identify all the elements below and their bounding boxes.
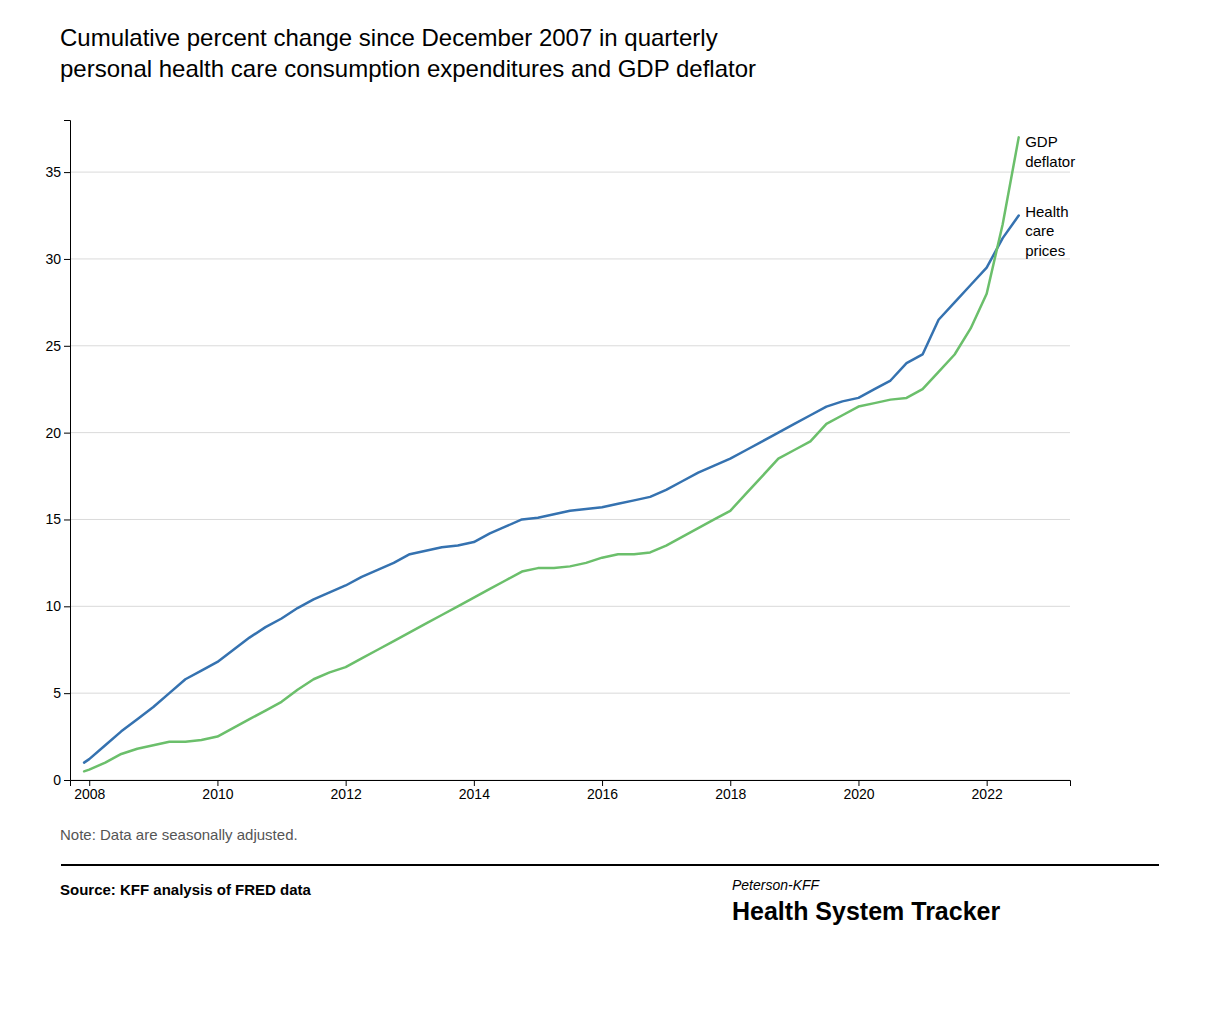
grid-line	[70, 693, 1070, 694]
title-line: personal health care consumption expendi…	[60, 55, 756, 82]
note: Note: Data are seasonally adjusted.	[60, 826, 298, 843]
grid-line	[70, 432, 1070, 433]
annotation-line: Health	[1025, 203, 1068, 220]
y-tick: 0	[53, 772, 70, 788]
plot-area: 2008 2010 2012 2014 2016 2018 2020 2022 0 5 10 15 20…	[45, 121, 1075, 802]
grid-line	[70, 345, 1070, 346]
chart: Cumulative percent change since December…	[0, 0, 1220, 1019]
y-tick: 35	[45, 164, 70, 180]
annotation: Health care prices	[1025, 203, 1068, 259]
y-axis: 0 5 10 15 20 25 30 35	[45, 121, 70, 788]
title-line: Cumulative percent change since December…	[60, 24, 718, 51]
brand-line: Health System Tracker	[732, 897, 1000, 925]
grid	[70, 172, 1070, 780]
brand-line: Peterson-KFF	[732, 877, 821, 893]
x-tick-label: 2020	[843, 786, 874, 802]
y-tick-label: 35	[45, 164, 61, 180]
x-axis: 2008 2010 2012 2014 2016 2018 2020 2022	[71, 780, 1071, 802]
x-tick-label: 2008	[74, 786, 105, 802]
x-tick: 2016	[587, 780, 618, 802]
y-tick-mark	[64, 693, 70, 694]
y-tick-label: 20	[45, 425, 61, 441]
y-tick-mark	[64, 346, 70, 347]
x-tick-label: 2014	[459, 786, 490, 802]
y-tick-label: 10	[45, 598, 61, 614]
x-tick: 2008	[74, 780, 105, 802]
x-tick-label: 2010	[202, 786, 233, 802]
annotation: GDP deflator	[1025, 133, 1075, 170]
y-tick: 25	[45, 338, 70, 354]
y-tick-label: 30	[45, 251, 61, 267]
x-tick: 2014	[459, 780, 490, 802]
x-tick: 2020	[843, 780, 874, 802]
annotation-line: prices	[1025, 242, 1065, 259]
y-tick-mark	[64, 259, 70, 260]
annotation-line: GDP	[1025, 133, 1058, 150]
x-tick-label: 2022	[972, 786, 1003, 802]
grid-line	[70, 606, 1070, 607]
y-axis-line	[64, 121, 71, 781]
source: Source: KFF analysis of FRED data	[60, 881, 312, 898]
x-tick-label: 2018	[715, 786, 746, 802]
y-tick-label: 0	[53, 772, 61, 788]
x-tick-label: 2012	[331, 786, 362, 802]
grid-line	[70, 172, 1070, 173]
x-tick: 2012	[331, 780, 362, 802]
y-tick-label: 15	[45, 511, 61, 527]
y-tick-label: 25	[45, 338, 61, 354]
x-tick: 2018	[715, 780, 746, 802]
y-tick-mark	[64, 172, 70, 173]
y-tick-mark	[64, 433, 70, 434]
lines	[84, 137, 1019, 771]
annotation-line: deflator	[1025, 153, 1075, 170]
title: Cumulative percent change since December…	[60, 24, 756, 82]
y-tick: 30	[45, 251, 70, 267]
x-tick: 2010	[202, 780, 233, 802]
separator	[61, 864, 1159, 866]
grid-line	[70, 258, 1070, 259]
y-tick-label: 5	[53, 685, 61, 701]
annotation-line: care	[1025, 222, 1054, 239]
annotations: GDP deflator Health care prices	[1025, 133, 1075, 258]
y-tick: 5	[53, 685, 70, 701]
x-tick: 2022	[972, 780, 1003, 802]
y-tick: 20	[45, 425, 70, 441]
series-line	[84, 137, 1019, 771]
y-tick-mark	[64, 519, 70, 520]
y-tick: 15	[45, 511, 70, 527]
y-tick-mark	[64, 606, 70, 607]
y-tick: 10	[45, 598, 70, 614]
grid-line	[70, 519, 1070, 520]
y-tick-mark	[64, 780, 70, 781]
series-line	[84, 216, 1019, 763]
x-tick-label: 2016	[587, 786, 618, 802]
